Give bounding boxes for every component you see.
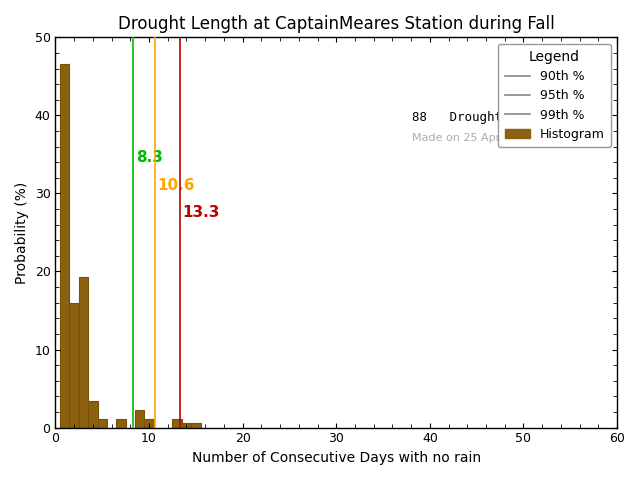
Bar: [79, 277, 88, 428]
Title: Drought Length at CaptainMeares Station during Fall: Drought Length at CaptainMeares Station …: [118, 15, 555, 33]
Bar: [97, 419, 107, 428]
Bar: [70, 303, 79, 428]
Bar: [116, 419, 125, 428]
Bar: [182, 423, 191, 428]
Text: 88   Drought Events: 88 Drought Events: [412, 111, 555, 124]
Legend: 90th %, 95th %, 99th %, Histogram: 90th %, 95th %, 99th %, Histogram: [499, 44, 611, 147]
Bar: [88, 401, 97, 428]
Bar: [145, 419, 154, 428]
Bar: [191, 423, 200, 428]
Bar: [60, 64, 70, 428]
X-axis label: Number of Consecutive Days with no rain: Number of Consecutive Days with no rain: [191, 451, 481, 465]
Bar: [172, 419, 182, 428]
Y-axis label: Probability (%): Probability (%): [15, 181, 29, 284]
Text: 8.3: 8.3: [136, 150, 163, 165]
Text: 10.6: 10.6: [157, 178, 195, 192]
Text: Made on 25 Apr 2025: Made on 25 Apr 2025: [412, 133, 532, 143]
Text: 13.3: 13.3: [183, 205, 220, 220]
Bar: [135, 410, 145, 428]
